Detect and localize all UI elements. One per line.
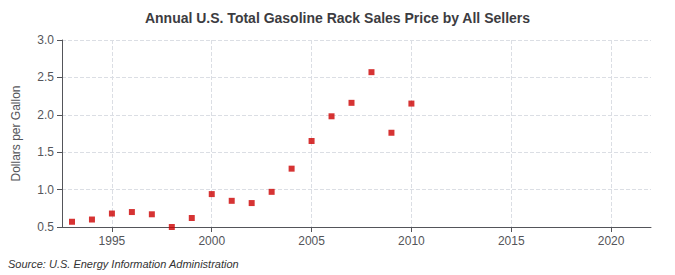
svg-text:0.5: 0.5	[37, 220, 54, 234]
svg-text:1.5: 1.5	[37, 145, 54, 159]
svg-text:2.0: 2.0	[37, 108, 54, 122]
svg-text:Source: U.S. Energy Informatio: Source: U.S. Energy Information Administ…	[8, 258, 239, 270]
svg-text:2010: 2010	[398, 234, 425, 248]
svg-text:2000: 2000	[198, 234, 225, 248]
svg-text:2020: 2020	[598, 234, 625, 248]
svg-text:Annual U.S. Total Gasoline Rac: Annual U.S. Total Gasoline Rack Sales Pr…	[145, 10, 530, 26]
svg-text:Dollars per Gallon: Dollars per Gallon	[9, 85, 23, 181]
svg-text:1995: 1995	[99, 234, 126, 248]
svg-text:2015: 2015	[498, 234, 525, 248]
svg-text:2005: 2005	[298, 234, 325, 248]
svg-text:1.0: 1.0	[37, 183, 54, 197]
svg-text:3.0: 3.0	[37, 33, 54, 47]
svg-text:2.5: 2.5	[37, 70, 54, 84]
